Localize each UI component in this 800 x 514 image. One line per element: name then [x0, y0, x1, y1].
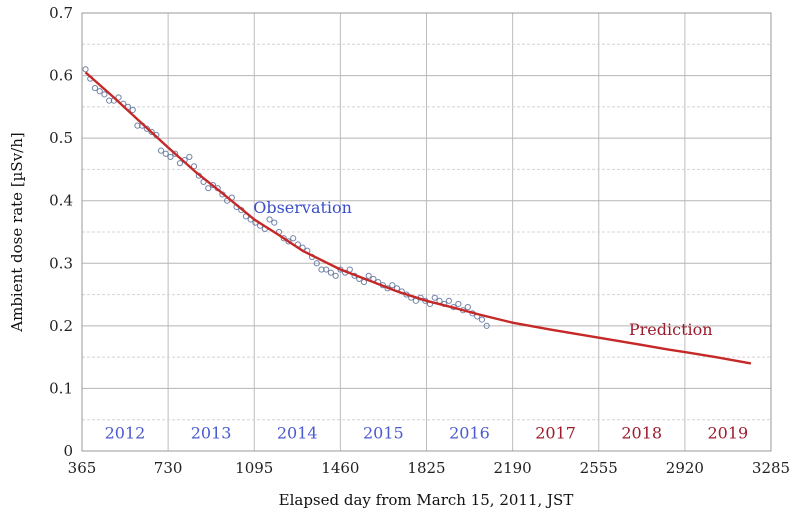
- y-tick-label: 0.2: [49, 317, 73, 335]
- year-label: 2015: [363, 423, 404, 442]
- x-tick-label: 1460: [321, 459, 359, 477]
- observation-point: [96, 88, 103, 95]
- observation-point: [148, 128, 155, 135]
- y-tick-label: 0: [63, 442, 73, 460]
- y-tick-label: 0.5: [49, 129, 73, 147]
- x-tick-label: 2555: [580, 459, 618, 477]
- observation-point: [455, 300, 462, 308]
- observation-point: [313, 260, 320, 267]
- annotation-label: Observation: [253, 198, 352, 217]
- plot-frame: [81, 12, 772, 452]
- x-tick-label: 1825: [407, 459, 445, 477]
- observation-points: [82, 66, 490, 329]
- tick-labels: 365 730 1095 1460 1825 2190 2555 2920 3285 0 0.1 0.…: [49, 4, 790, 477]
- observation-point: [205, 185, 212, 192]
- year-label: 2014: [277, 423, 318, 442]
- observation-point: [101, 91, 108, 98]
- observation-point: [162, 150, 169, 157]
- observation-point: [280, 235, 287, 242]
- observation-point: [323, 266, 330, 273]
- year-label: 2018: [621, 423, 662, 442]
- observation-point: [290, 235, 297, 242]
- observation-point: [483, 322, 490, 329]
- year-label: 2012: [105, 423, 146, 442]
- observation-point: [445, 297, 453, 304]
- observation-point: [91, 84, 99, 92]
- y-tick-label: 0.6: [49, 67, 73, 85]
- observation-point: [464, 303, 471, 311]
- x-tick-label: 2920: [666, 459, 704, 477]
- annotations: Observation Prediction: [253, 198, 712, 339]
- year-label: 2016: [449, 423, 490, 442]
- observation-point: [115, 94, 122, 101]
- annotation-label: Prediction: [629, 320, 713, 339]
- observation-point: [285, 238, 292, 245]
- year-label: 2013: [191, 423, 232, 442]
- observation-point: [176, 160, 184, 167]
- x-axis-title: Elapsed day from March 15, 2011, JST: [279, 491, 574, 509]
- observation-point: [82, 66, 89, 73]
- year-labels: 2012 2013 2014 2015 2016 2017 2018 2019: [105, 423, 749, 442]
- observation-point: [266, 216, 273, 223]
- observation-point: [190, 163, 198, 170]
- x-tick-label: 3285: [752, 459, 790, 477]
- observation-point: [167, 153, 174, 161]
- year-label: 2017: [535, 423, 576, 442]
- observation-point: [365, 272, 372, 279]
- year-label: 2019: [707, 423, 748, 442]
- observation-point: [172, 150, 179, 157]
- y-tick-label: 0.7: [49, 4, 73, 22]
- observation-point: [478, 316, 486, 323]
- y-tick-label: 0.4: [49, 192, 73, 210]
- fit-curve: [84, 71, 752, 365]
- x-tick-label: 1095: [235, 459, 273, 477]
- observation-point: [327, 269, 335, 276]
- x-tick-label: 730: [154, 459, 183, 477]
- observation-point: [186, 153, 193, 161]
- x-tick-label: 2190: [494, 459, 532, 477]
- observation-point: [129, 106, 136, 114]
- observation-point: [157, 147, 165, 154]
- observation-point: [271, 219, 278, 226]
- observation-point: [431, 294, 438, 301]
- y-tick-label: 0.1: [49, 379, 73, 397]
- fit-curve-line: [84, 71, 752, 365]
- observation-point: [143, 125, 150, 132]
- observation-point: [332, 272, 339, 279]
- observation-point: [389, 282, 396, 289]
- y-axis-title: Ambient dose rate [µSv/h]: [8, 132, 26, 332]
- y-tick-label: 0.3: [49, 254, 73, 272]
- x-tick-label: 365: [68, 459, 97, 477]
